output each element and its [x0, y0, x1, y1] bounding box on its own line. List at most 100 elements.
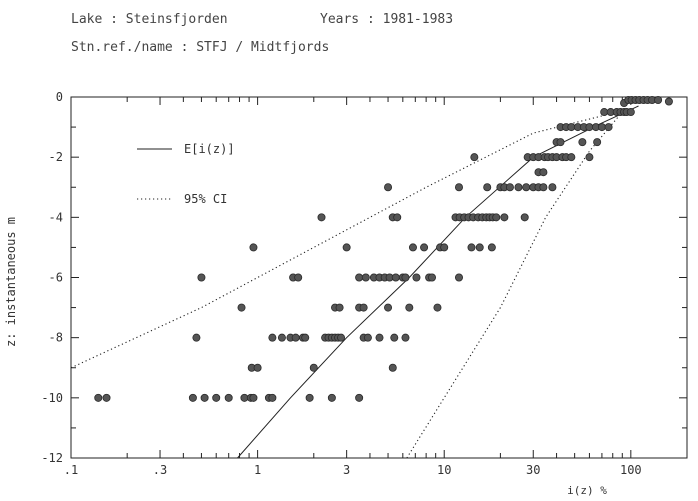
data-point [433, 303, 442, 312]
x-axis-label: i(z) % [567, 484, 607, 497]
legend: E[i(z)] 95% CI [137, 142, 235, 206]
data-point [578, 138, 587, 147]
data-point [277, 333, 286, 342]
data-point [654, 96, 663, 105]
ci-bound-line [406, 111, 623, 458]
y-tick-label: -10 [41, 391, 63, 405]
data-point [427, 273, 436, 282]
station-label: Stn.ref./name : STFJ / Midtfjords [71, 40, 330, 55]
data-point [361, 273, 370, 282]
data-point [337, 333, 346, 342]
data-point [401, 273, 410, 282]
data-point [253, 363, 262, 372]
data-point [342, 243, 351, 252]
ci-bound-line [71, 111, 618, 369]
data-point [268, 393, 277, 402]
data-point [200, 393, 209, 402]
legend-label: E[i(z)] [184, 142, 235, 156]
data-point [408, 243, 417, 252]
data-point [393, 213, 402, 222]
y-tick-label: -12 [41, 451, 63, 465]
data-point [483, 183, 492, 192]
y-tick-label: -2 [49, 150, 63, 164]
data-point [335, 303, 344, 312]
x-tick-label: .1 [64, 463, 78, 477]
x-tick-label: 3 [343, 463, 350, 477]
data-point [454, 273, 463, 282]
data-point [492, 213, 501, 222]
data-point [548, 183, 557, 192]
data-point [375, 333, 384, 342]
data-point [440, 243, 449, 252]
x-tick-label: 10 [437, 463, 451, 477]
data-point [317, 213, 326, 222]
expected-curve [237, 105, 639, 458]
data-point [188, 393, 197, 402]
data-point [539, 168, 548, 177]
data-point [500, 213, 509, 222]
data-point [305, 393, 314, 402]
data-point [94, 393, 103, 402]
axis-labels: .1 .3 1 3 10 30 100 0 -2 -4 -6 -8 -10 -12 i(z) % z: ins… [4, 90, 642, 497]
data-point [626, 108, 635, 117]
x-tick-label: .3 [153, 463, 167, 477]
data-point [388, 363, 397, 372]
observation-points [94, 96, 673, 402]
data-point [585, 153, 594, 162]
data-point [454, 183, 463, 192]
data-point [391, 273, 400, 282]
data-point [405, 303, 414, 312]
data-point [359, 303, 368, 312]
data-point [268, 333, 277, 342]
data-point [384, 303, 393, 312]
data-point [355, 273, 364, 282]
data-point [294, 273, 303, 282]
data-point [390, 333, 399, 342]
y-tick-label: 0 [56, 90, 63, 104]
data-point [514, 183, 523, 192]
data-point [520, 213, 529, 222]
data-point [522, 183, 531, 192]
data-point [192, 333, 201, 342]
data-point [237, 303, 246, 312]
data-point [604, 123, 613, 132]
data-point [212, 393, 221, 402]
data-point [102, 393, 111, 402]
data-point [567, 153, 576, 162]
data-point [401, 333, 410, 342]
lake-label: Lake : Steinsfjorden [71, 12, 228, 27]
x-tick-label: 30 [526, 463, 540, 477]
data-point [224, 393, 233, 402]
data-point [556, 138, 565, 147]
data-point [301, 333, 310, 342]
data-point [420, 243, 429, 252]
data-point [249, 243, 258, 252]
data-point [470, 153, 479, 162]
data-point [291, 333, 300, 342]
y-tick-label: -4 [49, 210, 63, 224]
y-tick-label: -6 [49, 271, 63, 285]
data-point [597, 123, 606, 132]
data-point [593, 138, 602, 147]
years-label: Years : 1981-1983 [320, 12, 454, 27]
data-point [309, 363, 318, 372]
data-point [487, 243, 496, 252]
data-point [412, 273, 421, 282]
series-layer [71, 96, 673, 458]
x-tick-label: 100 [620, 463, 642, 477]
data-point [539, 183, 548, 192]
x-tick-label: 1 [254, 463, 261, 477]
data-point [327, 393, 336, 402]
y-tick-label: -8 [49, 331, 63, 345]
data-point [475, 243, 484, 252]
legend-label: 95% CI [184, 192, 227, 206]
data-point [197, 273, 206, 282]
data-point [249, 393, 258, 402]
data-point [355, 393, 364, 402]
data-point [384, 183, 393, 192]
data-point [505, 183, 514, 192]
y-axis-label: z: instantaneous m [4, 217, 18, 347]
data-point [363, 333, 372, 342]
data-point [467, 243, 476, 252]
